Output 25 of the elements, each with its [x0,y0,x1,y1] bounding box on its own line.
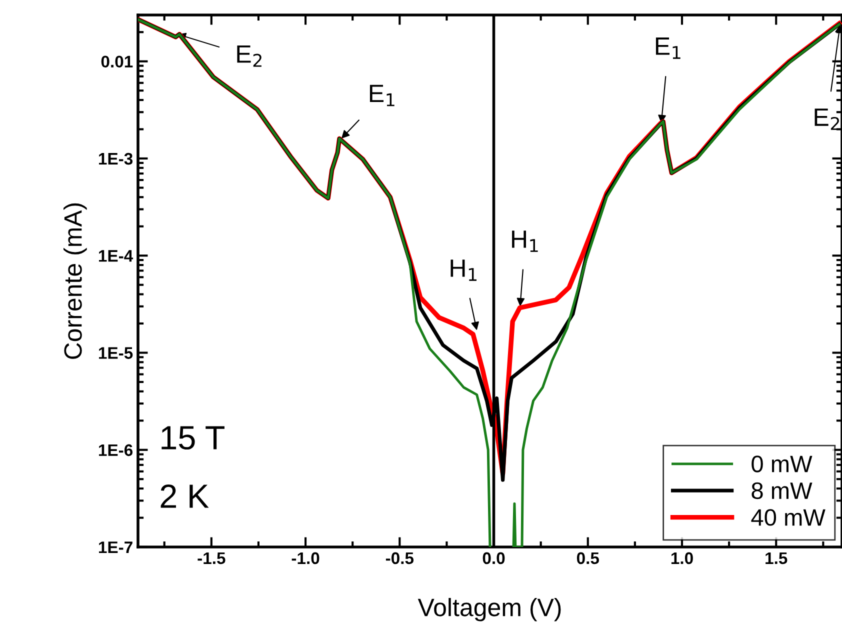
y-tick-label: 1E-7 [98,542,132,554]
x-tick-label: 0.0 [482,552,505,564]
y-tick-label: 1E-3 [98,152,133,165]
x-tick-label: -1.0 [292,552,320,564]
annotation: H$_{1}$ [512,230,538,252]
annotation: E$_{1}$ [656,38,680,59]
x-tick-label: 1.5 [766,552,788,564]
annotation: E$_{2}$ [237,45,262,67]
annotation: 15 T [162,426,224,450]
y-tick-label: 1E-4 [98,250,134,262]
x-tick-label: -0.5 [386,552,414,564]
x-tick-label: 1.0 [671,552,693,564]
x-tick-label: -1.5 [198,552,226,564]
annotation: H$_{1}$ [450,260,477,281]
x-tick-label: 0.5 [576,552,600,564]
legend-label: 40 mW [751,509,826,526]
y-tick-label: 0.01 [101,56,133,68]
y-tick-label: 1E-5 [98,347,133,359]
y-tick-label: 1E-6 [98,444,133,456]
x-axis-title: Voltagem (V) [418,598,561,622]
legend-label: 8 mW [752,482,812,500]
y-axis-title: Corrente (mA) [64,203,87,359]
legend-label: 0 mW [752,456,812,472]
annotation: E$_{1}$ [370,84,394,106]
annotation: 2 K [160,484,209,508]
